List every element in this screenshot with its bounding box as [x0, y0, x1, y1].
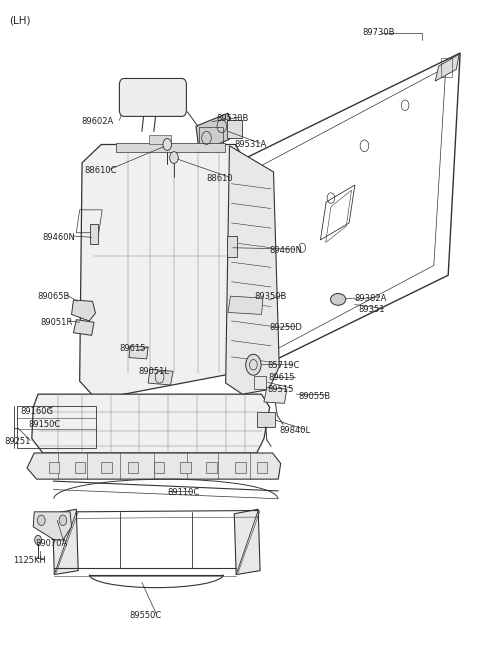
- Text: 89250D: 89250D: [270, 323, 302, 332]
- Polygon shape: [73, 320, 94, 335]
- Polygon shape: [52, 509, 78, 574]
- Polygon shape: [27, 453, 281, 479]
- Circle shape: [163, 139, 171, 151]
- Circle shape: [59, 515, 67, 525]
- Polygon shape: [264, 388, 287, 403]
- Circle shape: [35, 535, 41, 544]
- Bar: [75, 462, 85, 473]
- Bar: [254, 376, 266, 389]
- Text: 89350B: 89350B: [254, 291, 287, 301]
- Text: 89351: 89351: [359, 305, 385, 314]
- Text: 89531A: 89531A: [234, 140, 266, 149]
- Text: 89460N: 89460N: [270, 246, 302, 255]
- Circle shape: [169, 152, 178, 164]
- Polygon shape: [148, 369, 173, 385]
- Polygon shape: [196, 113, 231, 153]
- Polygon shape: [226, 146, 279, 394]
- Text: 89730B: 89730B: [362, 28, 395, 37]
- Polygon shape: [72, 300, 96, 321]
- Polygon shape: [32, 394, 270, 453]
- Text: 89530B: 89530B: [216, 114, 249, 123]
- Polygon shape: [435, 54, 459, 81]
- Text: 89065B: 89065B: [37, 291, 70, 301]
- Bar: [441, 58, 452, 77]
- Text: 88610: 88610: [206, 174, 233, 183]
- Circle shape: [246, 354, 261, 375]
- Bar: [128, 462, 138, 473]
- Text: 89051R: 89051R: [40, 318, 72, 327]
- Text: 89840L: 89840L: [279, 426, 311, 436]
- Polygon shape: [129, 346, 148, 359]
- Text: 88610C: 88610C: [84, 166, 117, 175]
- Bar: [90, 224, 98, 244]
- FancyBboxPatch shape: [120, 79, 186, 117]
- Text: 89160G: 89160G: [21, 407, 54, 416]
- Polygon shape: [228, 296, 263, 314]
- Text: 89615: 89615: [120, 344, 146, 353]
- Text: 85719C: 85719C: [268, 361, 300, 370]
- Bar: [257, 462, 267, 473]
- Bar: [180, 462, 191, 473]
- Text: 89382A: 89382A: [355, 293, 387, 303]
- Bar: [154, 462, 164, 473]
- Text: 89602A: 89602A: [81, 117, 113, 126]
- Polygon shape: [33, 512, 72, 540]
- Text: 1125KH: 1125KH: [12, 556, 46, 565]
- Text: 89055B: 89055B: [299, 392, 331, 401]
- Text: 89251: 89251: [4, 438, 31, 446]
- Text: 89070A: 89070A: [35, 538, 67, 548]
- Bar: [227, 236, 237, 257]
- Bar: [48, 462, 59, 473]
- Bar: [235, 462, 246, 473]
- Text: 89515: 89515: [268, 385, 294, 394]
- Polygon shape: [116, 143, 225, 153]
- Text: 89051L: 89051L: [139, 367, 169, 377]
- Bar: [227, 120, 242, 138]
- Text: (LH): (LH): [9, 15, 31, 25]
- Polygon shape: [149, 135, 170, 145]
- Ellipse shape: [330, 293, 346, 305]
- Text: 89110C: 89110C: [167, 488, 200, 496]
- Circle shape: [37, 515, 45, 525]
- Text: 89150C: 89150C: [28, 420, 60, 429]
- Bar: [206, 462, 217, 473]
- Text: 89550C: 89550C: [129, 610, 161, 620]
- Bar: [257, 413, 275, 427]
- Polygon shape: [234, 509, 260, 574]
- Bar: [199, 127, 223, 150]
- Text: 89460N: 89460N: [43, 233, 76, 242]
- Polygon shape: [80, 145, 244, 400]
- Bar: [101, 462, 112, 473]
- Text: 89615: 89615: [269, 373, 295, 383]
